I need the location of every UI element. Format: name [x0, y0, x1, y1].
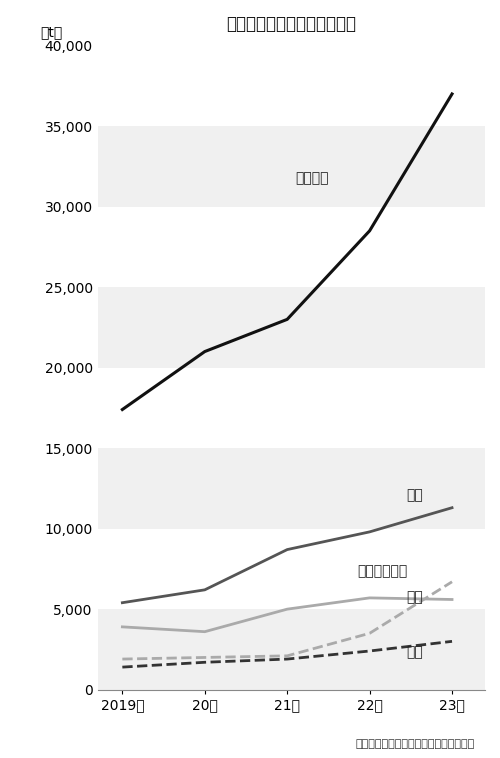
Title: 日本産米の商用輸出量の推移: 日本産米の商用輸出量の推移 [226, 15, 356, 33]
Bar [98, 45, 485, 126]
Bar [98, 287, 485, 368]
Text: 総輸出量: 総輸出量 [296, 171, 329, 186]
Text: 香港: 香港 [406, 489, 424, 503]
Text: 財務省「貿易統計」（食糧支援は除く）: 財務省「貿易統計」（食糧支援は除く） [356, 738, 475, 749]
Text: 台湾: 台湾 [406, 645, 424, 659]
Bar [98, 207, 485, 287]
Bar [98, 448, 485, 528]
Bar [98, 126, 485, 207]
Y-axis label: （t）: （t） [40, 25, 62, 39]
Bar [98, 609, 485, 690]
Bar [98, 528, 485, 609]
Bar [98, 368, 485, 448]
Text: シンガポール: シンガポール [357, 565, 408, 578]
Text: 米国: 米国 [406, 590, 424, 604]
